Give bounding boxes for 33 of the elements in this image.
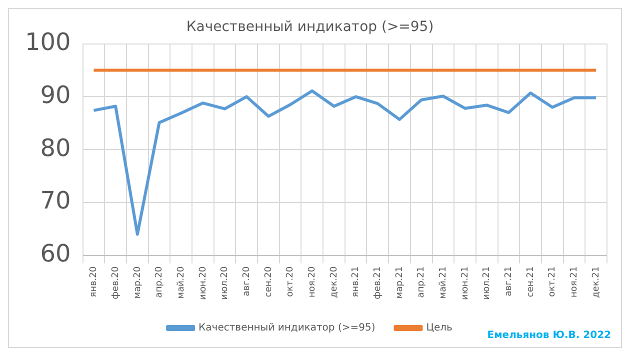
x-tick-label: фев.21 bbox=[373, 266, 384, 300]
x-tick-label: июл.21 bbox=[482, 266, 492, 300]
y-tick-label: 70 bbox=[40, 186, 71, 215]
x-tick-label: янв.21 bbox=[351, 266, 362, 298]
y-tick-label: 100 bbox=[24, 28, 71, 56]
x-tick-label: окт.20 bbox=[286, 266, 296, 297]
x-tick-label: май.20 bbox=[176, 266, 186, 299]
x-tick-label: апр.21 bbox=[416, 266, 427, 298]
legend-label: Качественный индикатор (>=95) bbox=[198, 322, 376, 334]
x-tick-label: сен.20 bbox=[264, 266, 274, 298]
x-tick-label: апр.20 bbox=[154, 266, 165, 298]
legend-label: Цель bbox=[426, 322, 453, 334]
y-tick-label: 80 bbox=[40, 134, 71, 162]
x-tick-label: янв.20 bbox=[89, 266, 100, 298]
x-tick-label: мар.21 bbox=[394, 266, 405, 299]
x-tick-label: ноя.20 bbox=[307, 266, 318, 298]
x-tick-label: фев.20 bbox=[110, 266, 121, 300]
x-tick-label: дек.20 bbox=[329, 266, 340, 298]
x-tick-label: авг.21 bbox=[504, 266, 514, 296]
x-tick-label: май.21 bbox=[438, 266, 449, 299]
text: Емельянов Ю.В. 2022 bbox=[487, 330, 611, 341]
x-tick-label: окт.21 bbox=[548, 266, 558, 297]
y-tick-label: 90 bbox=[40, 80, 71, 109]
x-tick-label: дек.21 bbox=[591, 266, 602, 298]
x-tick-label: июн.20 bbox=[198, 266, 208, 300]
x-tick-label: ноя.21 bbox=[570, 266, 580, 298]
chart-title: Качественный индикатор (>=95) bbox=[186, 19, 434, 36]
x-tick-label: авг.20 bbox=[242, 266, 252, 296]
x-tick-label: мар.20 bbox=[132, 266, 143, 299]
x-tick-label: сен.21 bbox=[526, 266, 536, 298]
x-tick-label: июл.20 bbox=[220, 266, 230, 300]
y-tick-label: 60 bbox=[40, 240, 71, 268]
x-tick-label: июн.21 bbox=[460, 266, 470, 300]
